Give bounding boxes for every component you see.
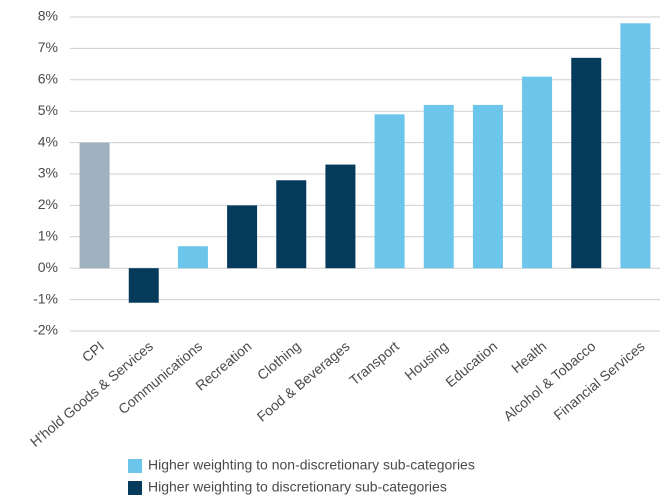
bar	[227, 205, 258, 269]
y-tick-label: 0%	[38, 259, 58, 275]
legend-label: Higher weighting to discretionary sub-ca…	[148, 479, 447, 495]
x-tick-label: Financial Services	[550, 338, 647, 423]
x-tick-label: Communications	[115, 338, 205, 417]
y-tick-label: 1%	[38, 228, 58, 244]
bar	[128, 268, 159, 303]
y-tick-label: -1%	[33, 290, 58, 306]
x-tick-label: Health	[508, 338, 549, 376]
y-tick-label: 7%	[38, 39, 58, 55]
y-tick-label: 5%	[38, 102, 58, 118]
bar	[423, 104, 454, 269]
y-tick-label: 8%	[38, 8, 58, 24]
bar	[79, 142, 110, 269]
bar	[177, 246, 208, 269]
bar	[276, 180, 307, 269]
bar	[522, 76, 553, 269]
bar	[325, 164, 356, 269]
y-tick-label: 3%	[38, 165, 58, 181]
x-tick-label: Education	[442, 338, 500, 390]
y-tick-label: 4%	[38, 133, 58, 149]
bar	[571, 57, 602, 269]
bar	[374, 114, 405, 269]
legend-swatch	[128, 459, 142, 473]
y-tick-label: 2%	[38, 196, 58, 212]
y-tick-label: -2%	[33, 322, 58, 338]
y-tick-label: 6%	[38, 71, 58, 87]
x-tick-label: Transport	[346, 338, 402, 389]
bar	[472, 104, 503, 269]
legend-label: Higher weighting to non-discretionary su…	[148, 457, 475, 473]
legend-swatch	[128, 481, 142, 495]
x-tick-label: CPI	[79, 338, 107, 365]
bar	[620, 23, 651, 269]
x-tick-label: Food & Beverages	[254, 338, 353, 425]
